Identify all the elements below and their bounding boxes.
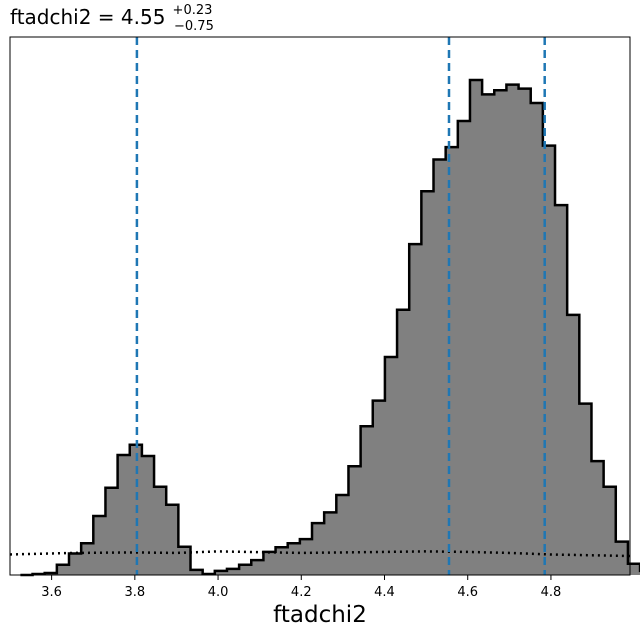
histogram-bin <box>141 455 155 575</box>
histogram-bin <box>555 205 568 575</box>
histogram-bin <box>384 356 398 575</box>
reference-line <box>9 550 631 558</box>
histogram-bin <box>263 551 276 575</box>
histogram-bin <box>409 244 422 576</box>
histogram-bin <box>226 568 240 575</box>
x-tick-label: 4.0 <box>208 585 229 600</box>
histogram-bin <box>239 564 252 575</box>
histogram-bin <box>190 569 204 575</box>
histogram-bins <box>32 79 640 576</box>
histogram-bin <box>56 564 70 575</box>
x-axis-label: ftadchi2 <box>273 602 367 628</box>
chart-title: ftadchi2 = 4.55 +0.23 −0.75 <box>10 3 214 34</box>
x-tick-label: 4.2 <box>291 585 312 600</box>
x-tick-label: 3.6 <box>41 585 62 600</box>
histogram-bin <box>567 314 580 575</box>
title-text: ftadchi2 = 4.55 <box>10 5 165 29</box>
histogram-bin <box>494 90 507 575</box>
histogram-bin <box>469 79 483 575</box>
histogram-bin <box>372 400 386 575</box>
x-tick-label: 4.4 <box>374 585 395 600</box>
histogram-bin <box>433 159 447 575</box>
histogram-bin <box>615 541 629 575</box>
histogram-bin <box>312 523 325 575</box>
histogram-series <box>20 78 640 577</box>
histogram-bin <box>457 120 471 576</box>
title-upper-error: +0.23 <box>173 3 213 18</box>
histogram-bin <box>178 546 191 575</box>
x-tick-label: 4.6 <box>457 585 478 600</box>
axes-frame <box>9 36 631 576</box>
histogram-bin <box>445 147 459 575</box>
histogram-bin <box>506 84 519 576</box>
histogram-bin <box>275 547 289 575</box>
title-lower-error: −0.75 <box>174 19 214 34</box>
x-axis-ticks: 3.6 3.8 4.0 4.2 4.4 4.6 4.8 <box>41 575 561 600</box>
histogram-bin <box>105 487 119 575</box>
histogram-bin <box>324 512 337 575</box>
histogram-bin <box>591 461 605 575</box>
histogram-bin <box>627 563 640 575</box>
histogram-bin <box>603 486 617 575</box>
histogram-bin <box>482 94 495 575</box>
histogram-bin <box>81 543 94 575</box>
histogram-bin <box>287 543 301 575</box>
histogram-bin <box>348 466 362 575</box>
plot-area <box>9 36 640 577</box>
histogram-bin <box>397 309 410 575</box>
histogram-bin <box>251 560 264 575</box>
quantile-lines <box>135 37 546 575</box>
svg-text:ftadchi2 = 4.55 +0.23: ftadchi2 = 4.55 +0.23 <box>10 3 212 29</box>
x-tick-label: 4.8 <box>541 585 562 600</box>
histogram-bin <box>166 504 179 575</box>
histogram-bin <box>69 553 82 575</box>
histogram-bin <box>542 145 556 575</box>
histogram-bin <box>214 570 228 575</box>
histogram-bin <box>93 516 106 575</box>
histogram-bin <box>299 539 313 575</box>
x-tick-label: 3.8 <box>124 585 145 600</box>
histogram-bin <box>518 88 532 576</box>
histogram-bin <box>530 103 544 575</box>
histogram-bin <box>336 494 349 575</box>
histogram-bin <box>154 486 167 575</box>
histogram-bin <box>117 454 131 575</box>
histogram-bin <box>421 191 434 575</box>
histogram-bin <box>579 403 592 575</box>
histogram-bin <box>360 426 374 575</box>
